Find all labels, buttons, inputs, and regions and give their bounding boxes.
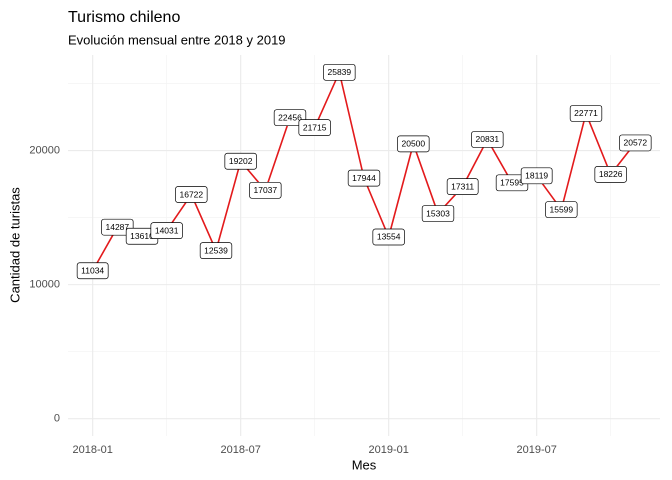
data-label-box: [471, 131, 504, 148]
data-label-text: 20572: [624, 138, 648, 148]
data-label: 20500: [397, 135, 430, 153]
data-label-text: 22771: [574, 108, 598, 118]
data-label: 20572: [619, 134, 652, 152]
data-label-text: 16722: [180, 189, 204, 199]
data-label-box: [569, 105, 603, 122]
data-label-box: [545, 201, 578, 218]
data-label-text: 13554: [377, 232, 401, 242]
data-label-box: [150, 222, 183, 239]
data-label: 15599: [545, 201, 578, 218]
data-label: 16722: [175, 186, 208, 203]
data-label: 19202: [224, 152, 257, 170]
data-label-text: 14031: [155, 225, 179, 235]
data-label-box: [372, 228, 405, 246]
data-label-box: [175, 186, 208, 203]
x-tick-label: 2018-07: [220, 444, 260, 456]
data-label-text: 17037: [254, 185, 278, 195]
data-label-box: [224, 152, 257, 170]
data-label-text: 12539: [204, 245, 228, 255]
data-label: 20831: [471, 131, 504, 148]
x-tick-label: 2018-01: [72, 444, 112, 456]
data-label-box: [298, 119, 331, 136]
data-label: 18226: [594, 166, 627, 183]
data-label-box: [594, 166, 627, 183]
x-axis-label: Mes: [352, 457, 377, 472]
grid: [68, 55, 660, 436]
data-label-text: 19202: [229, 156, 253, 166]
data-label-box: [323, 63, 356, 81]
x-tick-label: 2019-07: [516, 444, 556, 456]
data-label-text: 22456: [278, 112, 302, 122]
data-label-text: 14287: [106, 222, 130, 232]
data-label: 14287: [101, 218, 134, 236]
data-label: 11034: [76, 262, 109, 280]
data-label-text: 17944: [352, 173, 376, 183]
y-axis-label: Cantidad de turistas: [7, 187, 22, 303]
data-label-text: 21715: [303, 122, 327, 132]
data-label-box: [347, 169, 381, 187]
data-label: 17944: [347, 169, 381, 187]
chart-subtitle: Evolución mensual entre 2018 y 2019: [68, 32, 286, 47]
data-label: 22771: [569, 105, 603, 122]
data-label: 21715: [298, 119, 331, 136]
y-tick-label: 20000: [29, 144, 60, 156]
data-label-box: [101, 218, 134, 236]
data-label-text: 17311: [451, 181, 474, 191]
data-label: 15303: [421, 205, 455, 222]
y-tick-label: 0: [54, 413, 60, 425]
data-label-text: 20500: [402, 139, 426, 149]
data-label-text: 17595: [500, 178, 524, 188]
data-label: 25839: [323, 63, 356, 81]
data-label-text: 18226: [599, 169, 623, 179]
data-label-box: [397, 135, 430, 153]
data-label-box: [199, 242, 233, 259]
data-label: 18119: [520, 167, 553, 185]
data-label-text: 15599: [550, 204, 574, 214]
data-label-text: 15303: [426, 208, 450, 218]
data-label-box: [249, 181, 282, 199]
chart-title: Turismo chileno: [68, 9, 180, 26]
data-label-box: [76, 262, 109, 280]
data-label-box: [520, 167, 553, 185]
y-tick-label: 10000: [29, 279, 60, 291]
data-label: 13554: [372, 228, 405, 246]
data-label-box: [619, 134, 652, 152]
data-label: 12539: [199, 242, 233, 259]
data-label: 17037: [249, 181, 282, 199]
data-label-text: 13610: [130, 231, 154, 241]
data-label: 14031: [150, 222, 183, 239]
data-label-box: [273, 109, 307, 127]
data-label-text: 20831: [476, 134, 500, 144]
data-label: 22456: [273, 109, 307, 127]
x-tick-label: 2019-01: [368, 444, 408, 456]
data-label-box: [421, 205, 455, 222]
data-label-box: [446, 178, 479, 195]
data-label: 17311: [446, 178, 479, 195]
data-label-text: 11034: [81, 266, 104, 276]
data-label-text: 25839: [328, 67, 352, 77]
data-label-text: 18119: [525, 171, 548, 181]
